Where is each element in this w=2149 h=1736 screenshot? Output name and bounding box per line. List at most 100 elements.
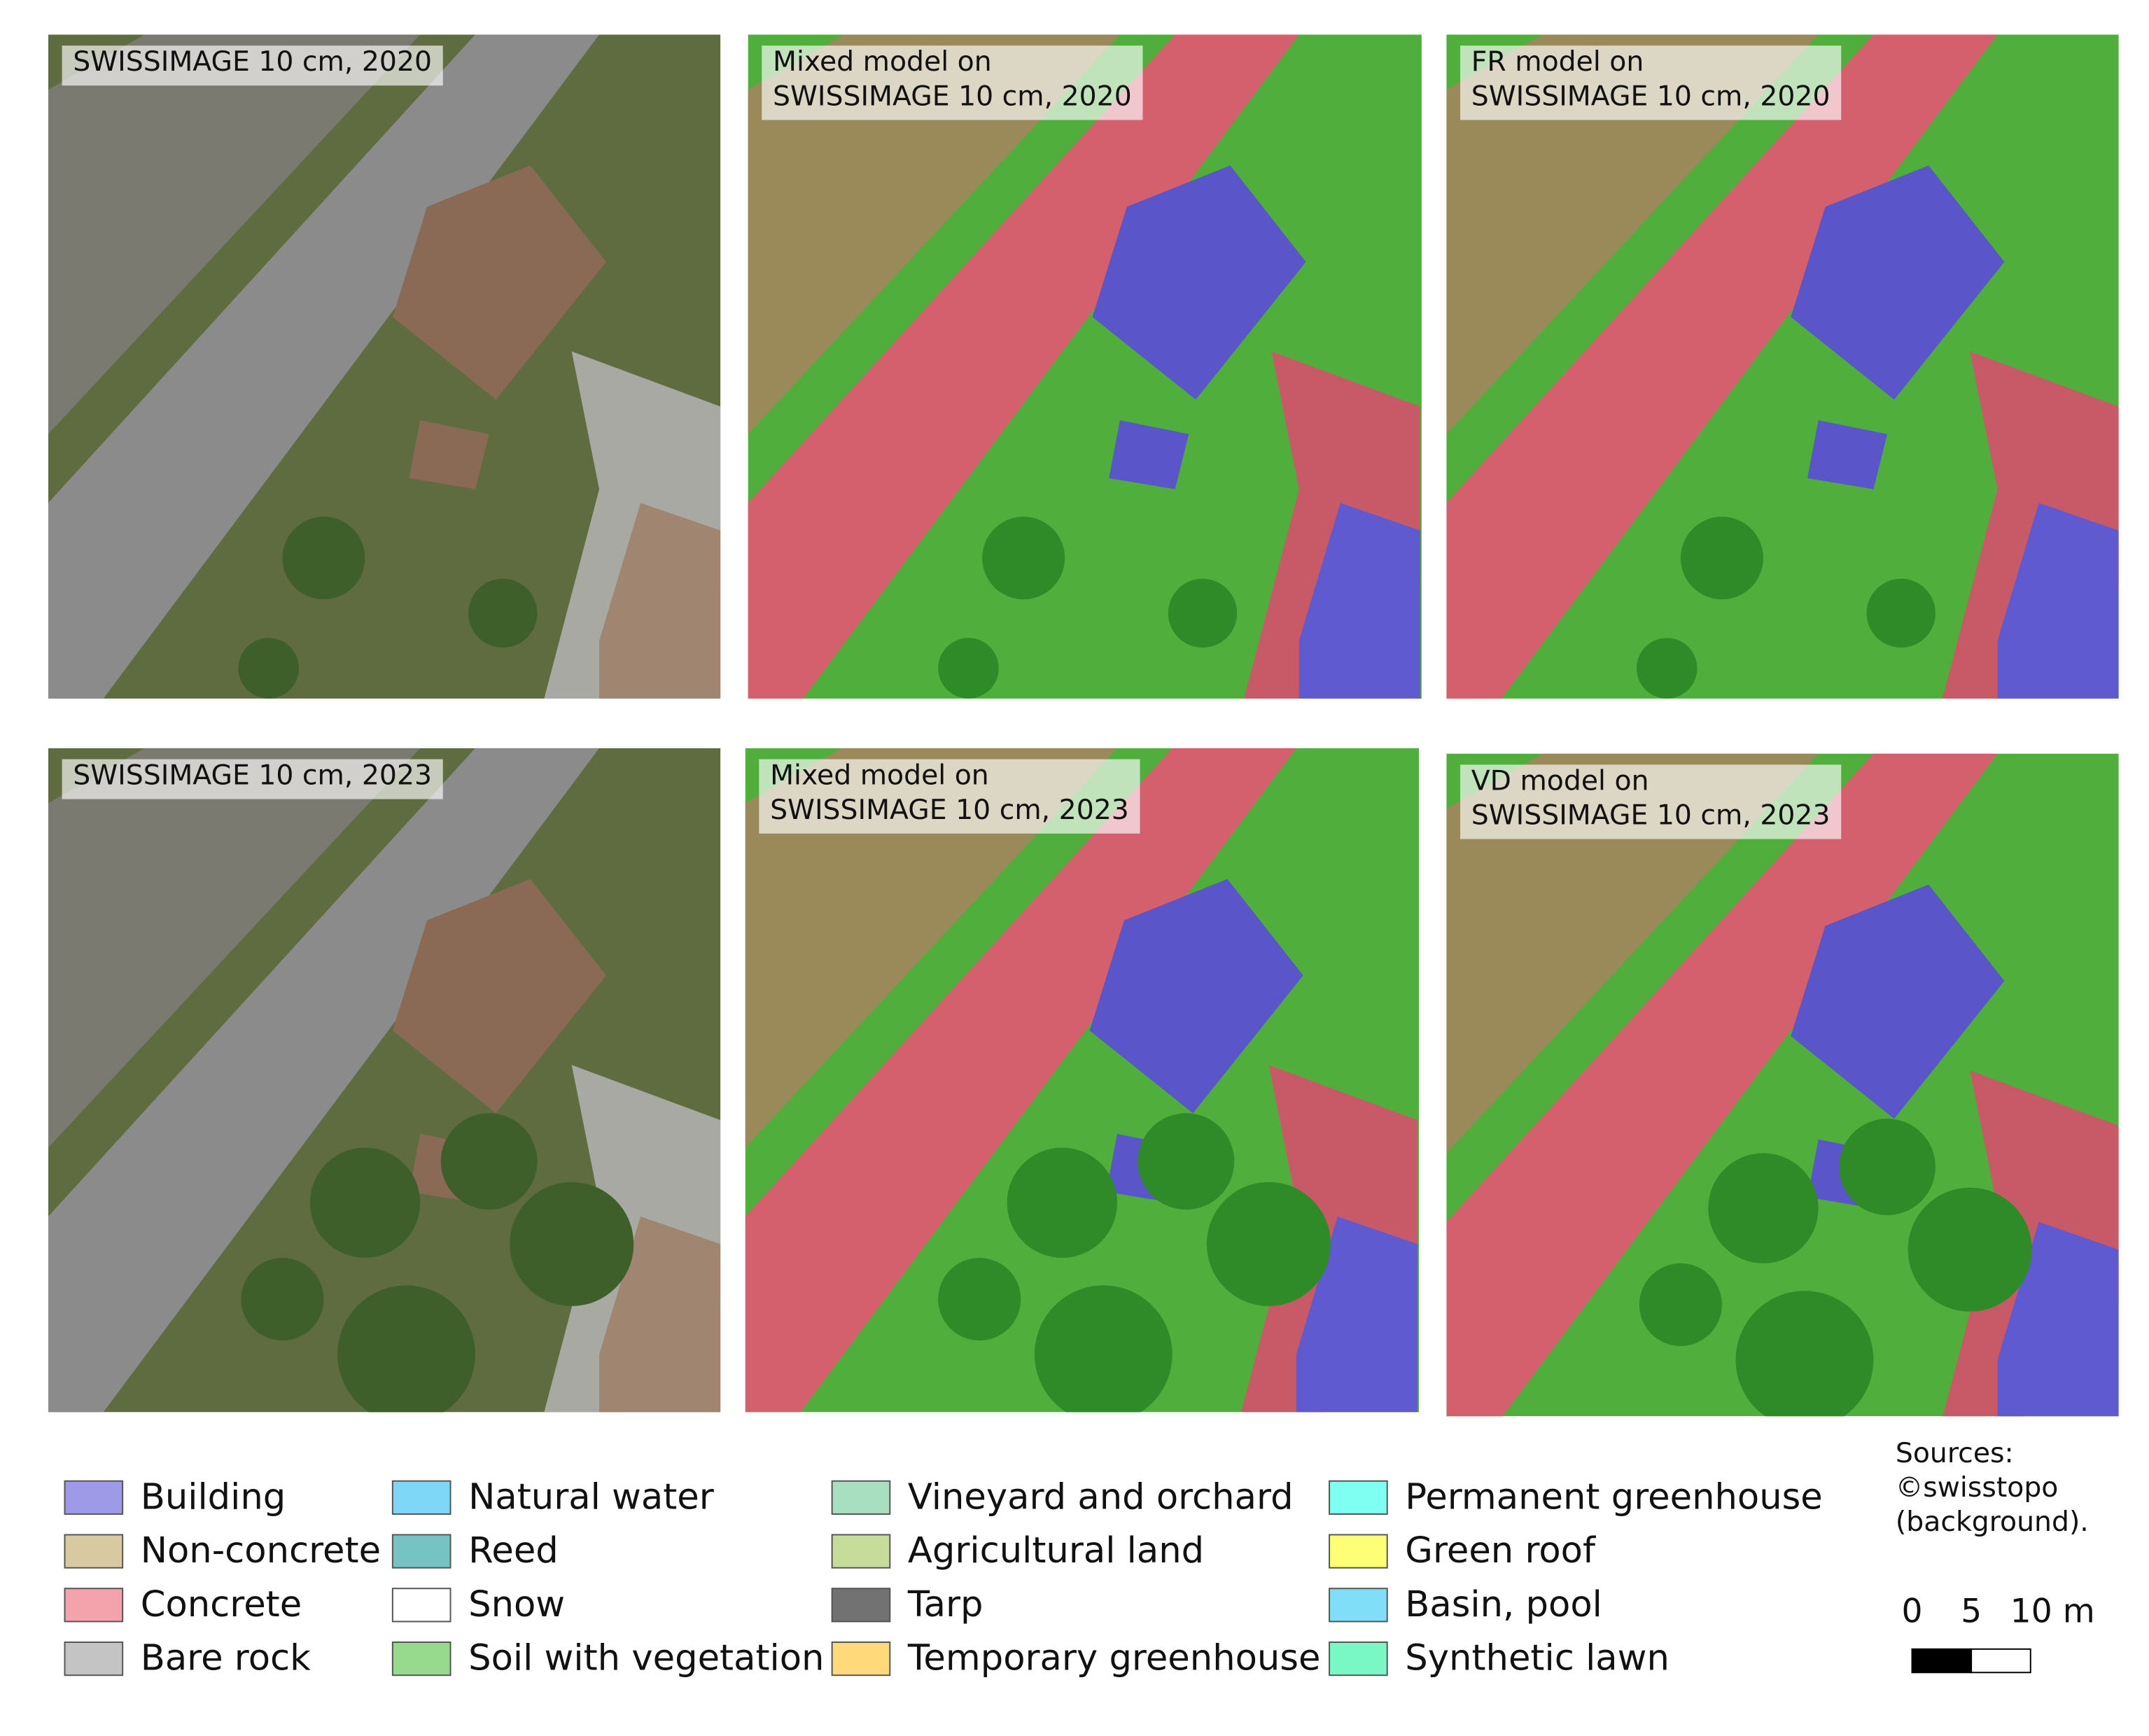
label-text: SWISSIMAGE 10 cm, 2020 — [773, 80, 1132, 112]
tree — [1636, 638, 1698, 699]
legend-label: Temporary greenhouse — [907, 1638, 1321, 1679]
tree — [1206, 1182, 1331, 1306]
railway — [1446, 753, 1819, 1154]
house — [1089, 878, 1303, 1114]
label-text: SWISSIMAGE 10 cm, 2023 — [770, 794, 1129, 826]
railway — [1446, 34, 1819, 435]
label-background — [1460, 764, 1842, 839]
legend-label: Permanent greenhouse — [1405, 1476, 1822, 1518]
legend-swatch — [831, 1588, 891, 1623]
label-text: SWISSIMAGE 10 cm, 2020 — [1471, 80, 1830, 112]
tree — [1735, 1291, 1874, 1417]
legend-swatch — [64, 1534, 124, 1569]
legend-swatch — [1329, 1534, 1388, 1569]
scale-label: 10 m — [2010, 1592, 2095, 1631]
legend-label: Building — [141, 1476, 286, 1518]
legend-label: Non-concrete — [141, 1530, 381, 1572]
shed — [1109, 420, 1189, 489]
tree — [1680, 517, 1763, 600]
house — [392, 165, 606, 400]
tree — [1138, 1113, 1235, 1210]
legend-label: Snow — [468, 1584, 565, 1625]
legend-swatch — [64, 1480, 124, 1515]
tree — [238, 638, 300, 699]
tree — [309, 1147, 421, 1258]
map-panel — [48, 748, 721, 1413]
tree — [938, 1257, 1021, 1341]
legend-label: Reed — [468, 1530, 559, 1572]
legend-swatch — [64, 1588, 124, 1623]
tree — [938, 638, 999, 699]
legend-label: Natural water — [468, 1476, 715, 1518]
house-2 — [599, 503, 721, 699]
sources-text: Sources: — [1896, 1437, 2014, 1469]
label-text: Mixed model on — [773, 46, 992, 78]
label-background — [62, 759, 443, 799]
legend-swatch — [1329, 1480, 1388, 1515]
tree — [1007, 1147, 1118, 1258]
railway — [48, 34, 421, 435]
legend-label: Basin, pool — [1405, 1584, 1602, 1625]
label-background — [62, 46, 443, 86]
house-2 — [1997, 503, 2119, 699]
scale-label: 0 — [1901, 1592, 1922, 1631]
tree — [241, 1257, 324, 1341]
label-text: VD model on — [1471, 764, 1649, 797]
house — [1791, 884, 2005, 1119]
tree — [1839, 1119, 1935, 1215]
legend-swatch — [391, 1642, 451, 1676]
legend-swatch — [391, 1480, 451, 1515]
scale-label: 5 — [1961, 1592, 1982, 1631]
legend-label: Bare rock — [141, 1638, 311, 1679]
panel-label: SWISSIMAGE 10 cm, 2020 — [62, 46, 443, 86]
scale-bar-white — [1970, 1648, 2031, 1674]
tree — [510, 1182, 634, 1306]
label-background — [759, 759, 1140, 834]
map-panel — [48, 34, 721, 699]
label-text: SWISSIMAGE 10 cm, 2020 — [73, 46, 432, 78]
tree — [1639, 1263, 1722, 1346]
sources-text: ©swisstopo — [1896, 1471, 2059, 1504]
tree — [440, 1113, 538, 1210]
map-panel — [1446, 753, 2119, 1417]
tree — [282, 517, 365, 600]
label-background — [1460, 46, 1842, 120]
panel-label: SWISSIMAGE 10 cm, 2023 — [62, 759, 443, 799]
label-background — [762, 46, 1143, 120]
map-panel — [1446, 34, 2119, 699]
sources-text: (background). — [1896, 1506, 2089, 1538]
shed — [1807, 420, 1888, 489]
legend-label: Soil with vegetation — [468, 1638, 824, 1679]
legend-label: Synthetic lawn — [1405, 1638, 1670, 1679]
legend-swatch — [1329, 1588, 1388, 1623]
legend-label: Vineyard and orchard — [908, 1476, 1294, 1518]
house — [1791, 165, 2005, 400]
label-text: SWISSIMAGE 10 cm, 2023 — [73, 760, 432, 792]
legend-label: Green roof — [1405, 1530, 1596, 1572]
tree — [1168, 578, 1238, 648]
house — [1092, 165, 1306, 400]
railway — [748, 34, 1120, 435]
map-panel — [748, 34, 1422, 699]
label-text: FR model on — [1471, 46, 1644, 78]
tree — [1866, 578, 1935, 648]
label-text: SWISSIMAGE 10 cm, 2023 — [1471, 799, 1830, 832]
tree — [337, 1285, 475, 1413]
house-2 — [1298, 503, 1420, 699]
tree — [982, 517, 1065, 600]
legend-label: Tarp — [907, 1584, 983, 1625]
label-text: Mixed model on — [770, 760, 989, 792]
tree — [1907, 1187, 2032, 1312]
legend-label: Concrete — [141, 1584, 302, 1625]
scale-bar-black — [1911, 1648, 1973, 1674]
railway — [745, 748, 1118, 1148]
railway — [48, 748, 421, 1148]
legend-swatch — [1329, 1642, 1388, 1676]
house — [392, 878, 606, 1114]
